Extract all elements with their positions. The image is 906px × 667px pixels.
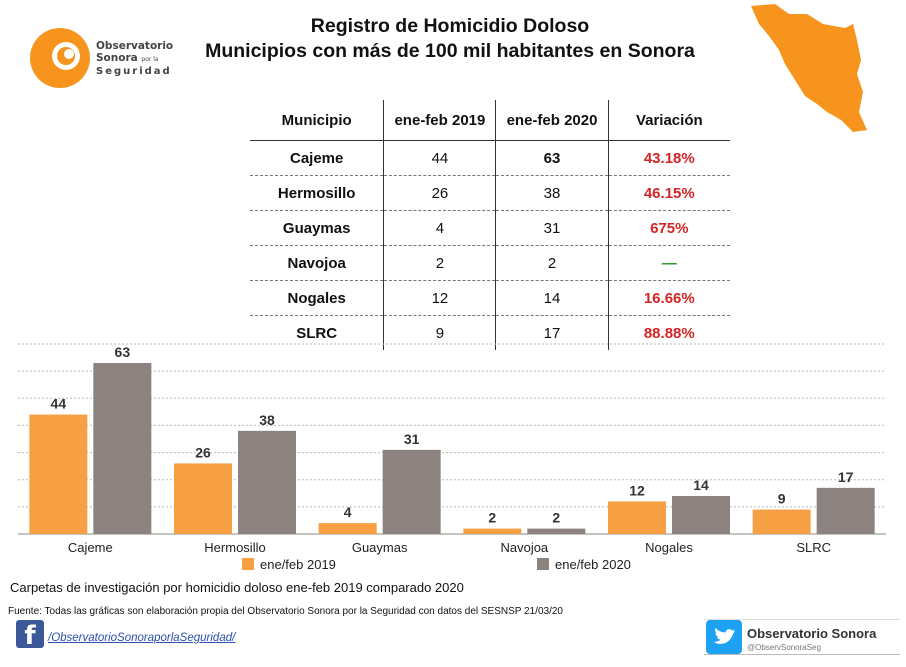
logo-line-2-small: por la [141,56,159,63]
data-label: 17 [838,469,854,485]
bar-nogales-2019 [608,501,666,534]
bar-hermosillo-2019 [174,463,232,534]
data-label: 14 [693,477,709,493]
twitter-name[interactable]: Observatorio Sonora [747,626,877,641]
facebook-icon[interactable]: f [16,620,44,651]
logo-line-1: Observatorio [96,40,174,52]
cell-municipio: SLRC [296,324,338,342]
cell-municipio: Cajeme [250,140,384,176]
bar-slrc-2019 [752,509,811,534]
cell-municipio: Hermosillo [250,175,384,211]
bar-guaymas-2019 [318,523,377,534]
cell-2020: 63 [495,140,609,176]
header-variacion: Variación [608,100,730,141]
category-label: Cajeme [68,540,113,555]
source-note: Fuente: Todas las gráficas son elaboraci… [8,606,563,617]
logo-mark-icon [30,28,90,88]
homicide-table: Municipio ene-feb 2019 ene-feb 2020 Vari… [250,100,730,350]
data-label: 2 [552,510,560,526]
observatorio-logo [22,26,182,88]
cell-municipio: Guaymas [250,210,384,246]
cell-2019: 44 [383,140,497,176]
legend-swatch-2020 [537,558,549,570]
category-label: SLRC [796,540,831,555]
cell-2020: 38 [495,175,609,211]
legend-label-2020: ene/feb 2020 [555,557,631,572]
header-2019: ene-feb 2019 [383,100,497,141]
twitter-divider-bottom [704,654,900,655]
cell-2020: 31 [495,210,609,246]
data-label: 12 [629,482,645,498]
cell-municipio: Navojoa [250,245,384,281]
twitter-divider-top [704,619,900,620]
bar-navojoa-2019 [463,528,522,534]
cell-variacion: 46.15% [608,175,730,211]
cell-variacion: 88.88% [643,324,695,342]
logo-line-2: Sonora [96,52,138,64]
header-2020: ene-feb 2020 [495,100,609,141]
header-municipio: Municipio [250,100,384,141]
cell-2019: 26 [383,175,497,211]
cell-variacion: 43.18% [608,140,730,176]
category-label: Hermosillo [204,540,265,555]
bar-nogales-2020 [672,496,730,534]
legend-label-2019: ene/feb 2019 [260,557,336,572]
bar-chart: 44 63 Cajeme 26 38 Hermosillo 4 31 Guaymas 2 2 Navo… [18,343,886,555]
table-row: Hermosillo 26 38 46.15% [250,175,730,211]
data-label: 2 [488,510,496,526]
legend-item-2020: ene/feb 2020 [537,557,631,572]
bar-cajeme-2019 [29,414,88,534]
cell-variacion: 675% [608,210,730,246]
twitter-handle: @ObservSonoraSeg [747,643,821,652]
title-line-1: Registro de Homicidio Doloso [310,15,590,37]
cell-2020: 14 [495,280,609,316]
facebook-link[interactable]: /ObservatorioSonoraporlaSeguridad/ [48,632,236,644]
category-label: Navojoa [500,540,548,555]
category-label: Nogales [645,540,693,555]
cell-municipio: Nogales [250,280,384,316]
data-label: 44 [51,396,67,412]
twitter-icon[interactable] [706,620,742,654]
cell-2020: 2 [495,245,609,281]
cell-2019: 12 [383,280,497,316]
legend-item-2019: ene/feb 2019 [242,557,336,572]
bar-slrc-2020 [816,487,875,534]
logo-text: Observatorio Sonora por la Seguridad [96,40,173,78]
cell-variacion: 16.66% [608,280,730,316]
chart-caption: Carpetas de investigación por homicidio … [10,580,464,595]
table-row: Guaymas 4 31 675% [250,210,730,246]
legend-swatch-2019 [242,558,254,570]
cell-2019: 4 [383,210,497,246]
table-row: Nogales 12 14 16.66% [250,280,730,316]
category-label: Guaymas [352,540,408,555]
table-row: Cajeme 44 63 43.18% [250,140,730,176]
logo-line-3: Seguridad [96,66,172,77]
page-title: Registro de Homicidio Doloso Municipios … [190,14,710,64]
table-row: Navojoa 2 2 — [250,245,730,281]
data-label: 9 [778,491,786,507]
title-line-2: Municipios con más de 100 mil habitantes… [205,40,695,62]
bar-hermosillo-2020 [238,430,296,534]
data-label: 63 [115,344,131,360]
sonora-map-icon [751,4,867,132]
data-label: 26 [195,444,211,460]
data-label: 38 [259,412,275,428]
table-header-row: Municipio ene-feb 2019 ene-feb 2020 Vari… [250,100,730,141]
data-label: 31 [404,431,420,447]
cell-variacion: — [608,245,730,281]
bar-navojoa-2020 [527,528,586,534]
data-label: 4 [344,504,352,520]
bar-cajeme-2020 [93,363,152,534]
bar-guaymas-2020 [382,449,441,534]
cell-2019: 2 [383,245,497,281]
